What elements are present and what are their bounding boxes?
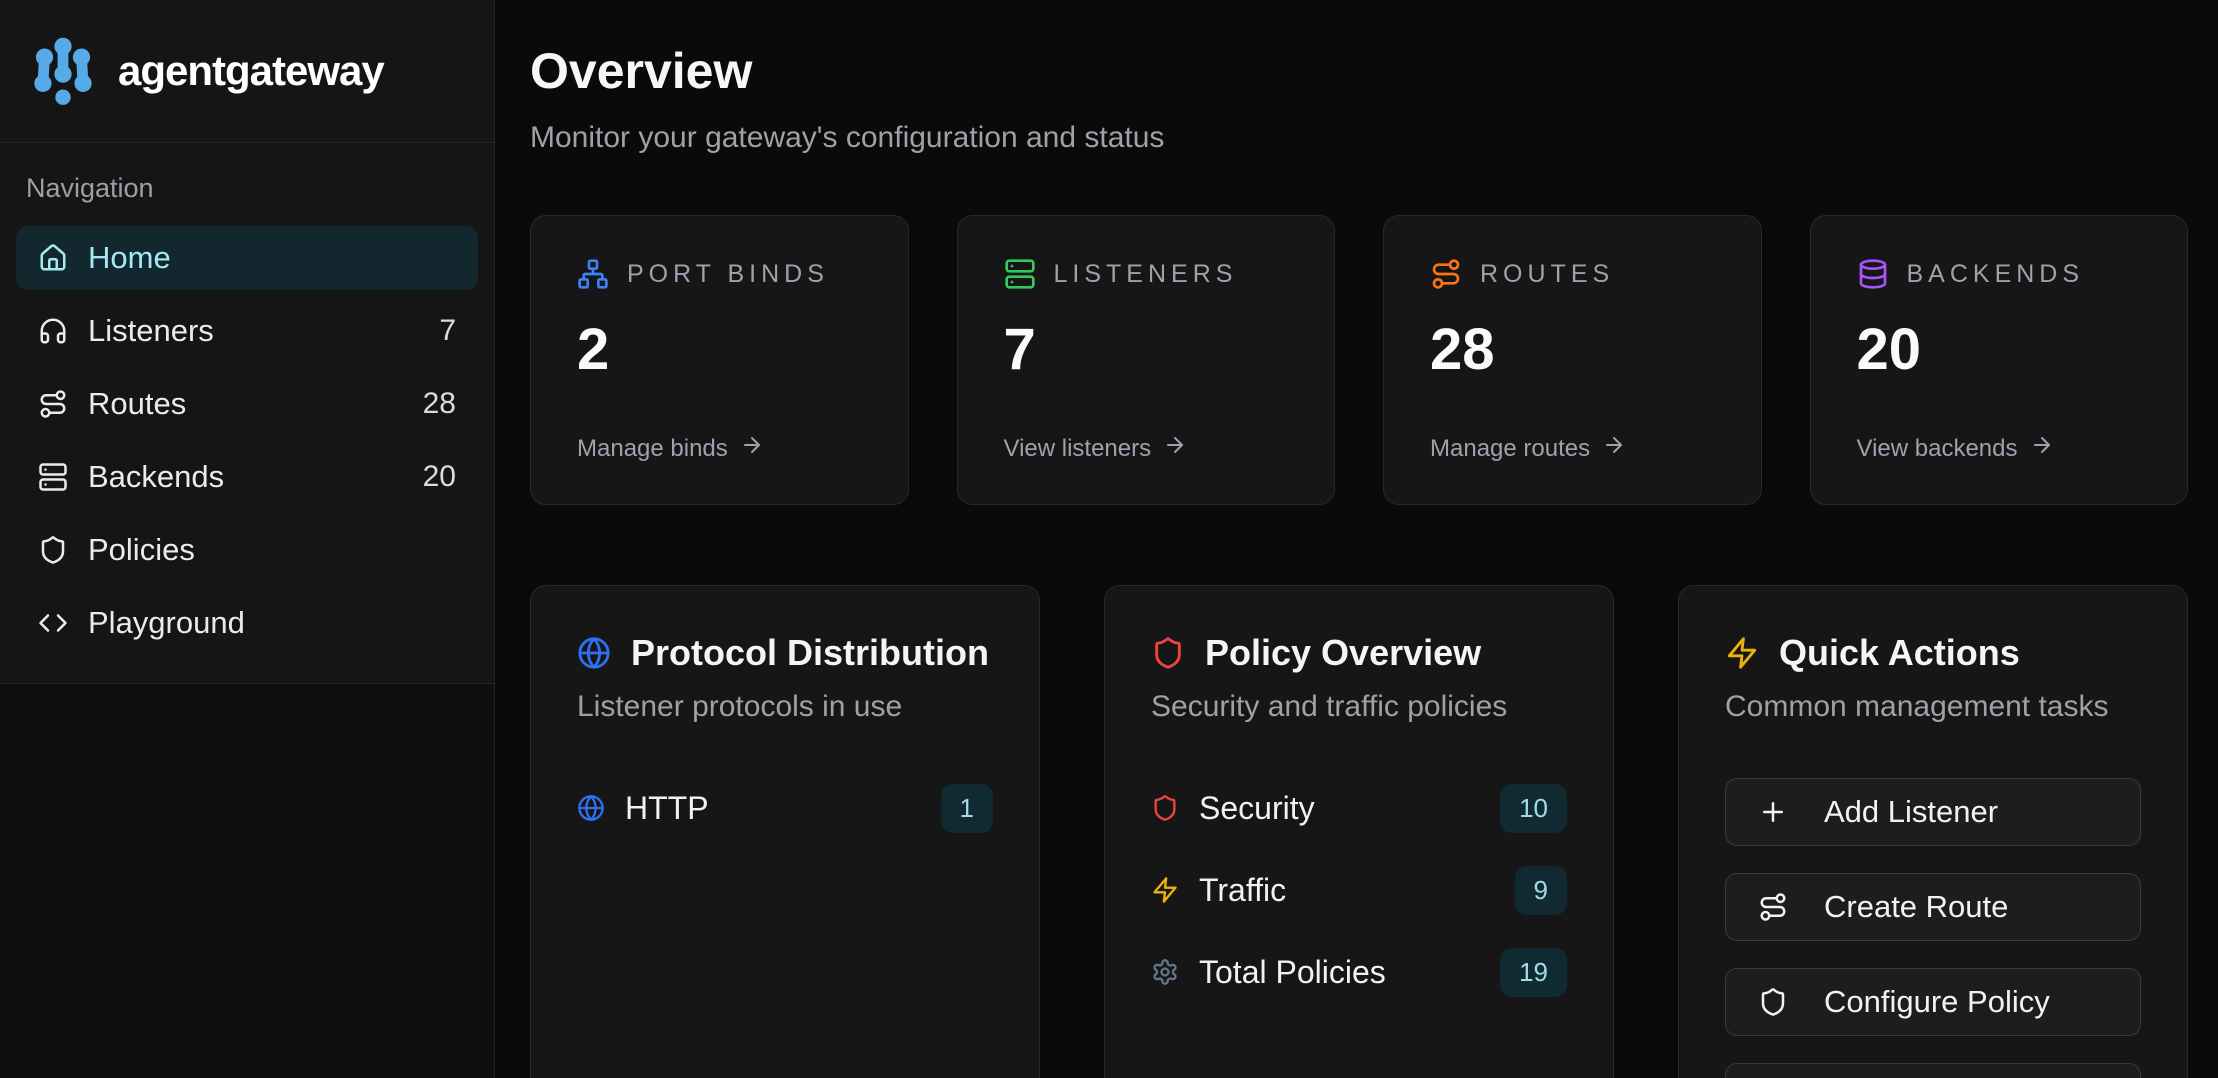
panel-subtitle: Security and traffic policies — [1151, 690, 1508, 723]
globe-icon — [577, 636, 611, 670]
headphones-icon — [38, 316, 68, 346]
stat-label: ROUTES — [1480, 259, 1615, 288]
database-icon — [1857, 258, 1889, 290]
stat-card-port-binds: PORT BINDS 2 Manage binds — [530, 215, 909, 505]
sidebar-item-home[interactable]: Home — [16, 226, 478, 290]
sidebar-item-label: Listeners — [88, 313, 214, 348]
shield-icon — [1151, 794, 1179, 822]
panel-row-security: Security 10 — [1151, 780, 1567, 836]
nav-section-label: Navigation — [26, 173, 154, 203]
plus-icon — [1758, 797, 1788, 827]
panel-title: Policy Overview — [1205, 632, 1482, 673]
panel-row-label: Security — [1199, 789, 1315, 826]
stat-label: LISTENERS — [1053, 259, 1238, 288]
sidebar-item-count: 28 — [422, 387, 456, 420]
stats-grid: PORT BINDS 2 Manage binds LISTENERS 7 Vi… — [530, 215, 2188, 505]
panel-row-label: HTTP — [625, 789, 709, 826]
panel-subtitle: Common management tasks — [1725, 690, 2109, 723]
zap-icon — [1725, 636, 1759, 670]
app-title: agentgateway — [118, 47, 385, 94]
sidebar-item-label: Backends — [88, 459, 225, 494]
quick-action-button[interactable] — [1725, 1063, 2141, 1078]
sidebar-item-label: Policies — [88, 532, 195, 567]
panel-title: Quick Actions — [1779, 632, 2020, 673]
shield-icon — [1151, 636, 1185, 670]
arrow-right-icon — [2030, 433, 2054, 464]
stat-label: PORT BINDS — [627, 259, 829, 288]
route-icon — [1758, 892, 1788, 922]
stat-value: 20 — [1856, 317, 1922, 382]
zap-icon — [1151, 876, 1179, 904]
settings-icon — [1151, 958, 1179, 986]
app-logo[interactable]: agentgateway — [0, 0, 494, 143]
page-subtitle: Monitor your gateway's configuration and… — [530, 121, 1165, 154]
stat-card-backends: BACKENDS 20 View backends — [1809, 215, 2188, 505]
sidebar-item-count: 20 — [422, 460, 456, 493]
panel-row-label: Total Policies — [1199, 953, 1386, 990]
panel-row-label: Traffic — [1199, 871, 1287, 908]
route-icon — [38, 389, 68, 419]
panel-row-badge: 19 — [1500, 947, 1567, 997]
sidebar-item-label: Home — [88, 240, 171, 275]
network-icon — [577, 258, 609, 290]
quick-action-label: Create Route — [1824, 889, 2009, 924]
route-icon — [1430, 258, 1462, 290]
sidebar-nav: Navigation Home Listeners 7 Routes 28 Ba… — [0, 143, 494, 684]
panel-row-total-policies: Total Policies 19 — [1151, 944, 1567, 1000]
server-icon — [38, 462, 68, 492]
home-icon — [38, 243, 68, 273]
stat-card-link[interactable]: Manage binds — [577, 433, 764, 464]
stat-value: 28 — [1430, 317, 1495, 382]
globe-icon — [577, 794, 605, 822]
quick-action-label: Configure Policy — [1824, 984, 2050, 1019]
stat-card-routes: ROUTES 28 Manage routes — [1383, 215, 1762, 505]
shield-icon — [1758, 987, 1788, 1017]
agentgateway-logo-icon — [26, 31, 100, 111]
sidebar-item-playground[interactable]: Playground — [16, 591, 478, 655]
arrow-right-icon — [740, 433, 764, 464]
sidebar-item-routes[interactable]: Routes 28 — [16, 372, 478, 436]
arrow-right-icon — [1602, 433, 1626, 464]
quick-action-configure-policy[interactable]: Configure Policy — [1725, 968, 2141, 1036]
sidebar-item-count: 7 — [439, 314, 456, 347]
stat-value: 7 — [1003, 317, 1036, 382]
panel-title: Protocol Distribution — [631, 632, 989, 673]
panel-subtitle: Listener protocols in use — [577, 690, 903, 723]
server-icon — [1004, 258, 1036, 290]
sidebar-item-label: Routes — [88, 386, 187, 421]
policy-overview-panel: Policy Overview Security and traffic pol… — [1104, 585, 1614, 1078]
panel-row-traffic: Traffic 9 — [1151, 862, 1567, 918]
quick-action-label: Add Listener — [1824, 794, 1999, 829]
stat-card-listeners: LISTENERS 7 View listeners — [956, 215, 1335, 505]
stat-card-link[interactable]: View listeners — [1004, 433, 1188, 464]
stat-card-link[interactable]: Manage routes — [1430, 433, 1626, 464]
sidebar: agentgateway Navigation Home Listeners 7… — [0, 0, 495, 1078]
panel-row-badge: 9 — [1514, 865, 1567, 915]
quick-action-add-listener[interactable]: Add Listener — [1725, 778, 2141, 846]
code-icon — [38, 608, 68, 638]
stat-card-link[interactable]: View backends — [1857, 433, 2054, 464]
sidebar-item-label: Playground — [88, 605, 245, 640]
panel-row-http: HTTP 1 — [577, 780, 993, 836]
sidebar-item-listeners[interactable]: Listeners 7 — [16, 299, 478, 363]
arrow-right-icon — [1163, 433, 1187, 464]
panel-row-badge: 1 — [940, 783, 993, 833]
stat-value: 2 — [577, 317, 610, 382]
page-title: Overview — [530, 43, 753, 99]
quick-action-create-route[interactable]: Create Route — [1725, 873, 2141, 941]
sidebar-item-backends[interactable]: Backends 20 — [16, 445, 478, 509]
main-content: Overview Monitor your gateway's configur… — [495, 0, 2218, 1078]
shield-icon — [38, 535, 68, 565]
panel-row-badge: 10 — [1500, 783, 1567, 833]
protocol-distribution-panel: Protocol Distribution Listener protocols… — [530, 585, 1040, 1078]
panels-grid: Protocol Distribution Listener protocols… — [530, 585, 2188, 1078]
sidebar-item-policies[interactable]: Policies — [16, 518, 478, 582]
quick-actions-panel: Quick Actions Common management tasks Ad… — [1678, 585, 2188, 1078]
stat-label: BACKENDS — [1906, 259, 2085, 288]
